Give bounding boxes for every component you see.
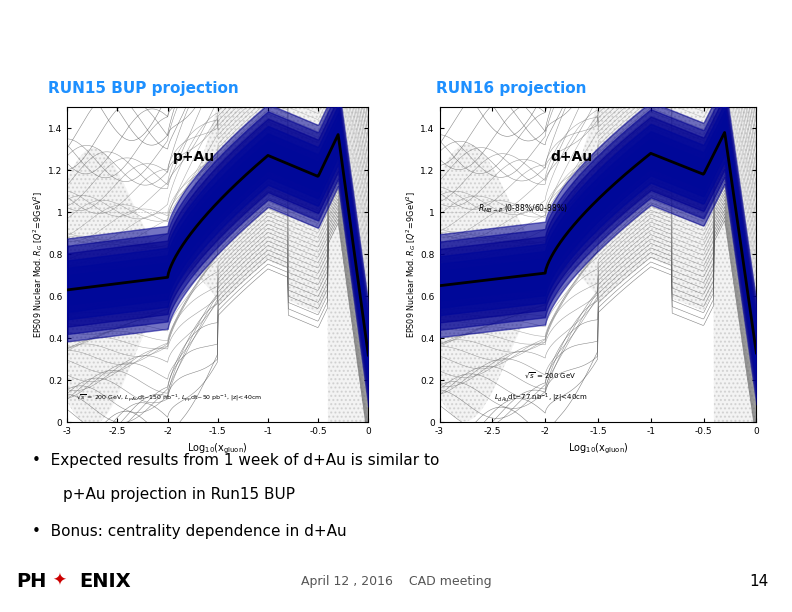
Text: $L_{dAu}$dt~77 nb$^{-1}$, |z|<40cm: $L_{dAu}$dt~77 nb$^{-1}$, |z|<40cm bbox=[494, 392, 588, 405]
Text: p+Au projection in Run15 BUP: p+Au projection in Run15 BUP bbox=[63, 487, 295, 502]
Text: d+Au: d+Au bbox=[550, 150, 592, 163]
Text: April 12 , 2016    CAD meeting: April 12 , 2016 CAD meeting bbox=[301, 575, 491, 588]
Y-axis label: EPS09 Nuclear Mod. $R_G$ [$Q^2\!=\!9\mathrm{GeV}^2$]: EPS09 Nuclear Mod. $R_G$ [$Q^2\!=\!9\mat… bbox=[32, 191, 45, 338]
Text: RUN15 BUP projection: RUN15 BUP projection bbox=[48, 81, 238, 96]
Text: $R_{MB-P}$ (0-88%/60-88%): $R_{MB-P}$ (0-88%/60-88%) bbox=[478, 202, 567, 215]
Text: 14: 14 bbox=[749, 574, 768, 589]
Text: ✦: ✦ bbox=[52, 571, 67, 589]
Text: $\sqrt{s}$ = 200 GeV, $L_{pAu}$dt~150 nb$^{-1}$, $L_{pp}$dt~50 pb$^{-1}$, |z|<40: $\sqrt{s}$ = 200 GeV, $L_{pAu}$dt~150 nb… bbox=[76, 393, 262, 404]
Text: Run15 p+Au vs Run16 d+Au: Run15 p+Au vs Run16 d+Au bbox=[175, 21, 617, 49]
Text: p+Au: p+Au bbox=[173, 150, 215, 163]
Text: $\sqrt{s}$ = 200 GeV: $\sqrt{s}$ = 200 GeV bbox=[524, 370, 577, 381]
Text: •  Expected results from 1 week of d+Au is similar to: • Expected results from 1 week of d+Au i… bbox=[32, 453, 439, 468]
Text: PH: PH bbox=[16, 572, 46, 591]
Text: ENIX: ENIX bbox=[79, 572, 131, 591]
Text: •  Bonus: centrality dependence in d+Au: • Bonus: centrality dependence in d+Au bbox=[32, 524, 346, 539]
X-axis label: $\mathrm{Log_{10}(x_{gluon})}$: $\mathrm{Log_{10}(x_{gluon})}$ bbox=[188, 442, 248, 456]
Y-axis label: EPS09 Nuclear Mod. $R_G$ [$Q^2\!=\!9\mathrm{GeV}^2$]: EPS09 Nuclear Mod. $R_G$ [$Q^2\!=\!9\mat… bbox=[404, 191, 417, 338]
Text: RUN16 projection: RUN16 projection bbox=[436, 81, 586, 96]
X-axis label: $\mathrm{Log_{10}(x_{gluon})}$: $\mathrm{Log_{10}(x_{gluon})}$ bbox=[568, 442, 628, 456]
